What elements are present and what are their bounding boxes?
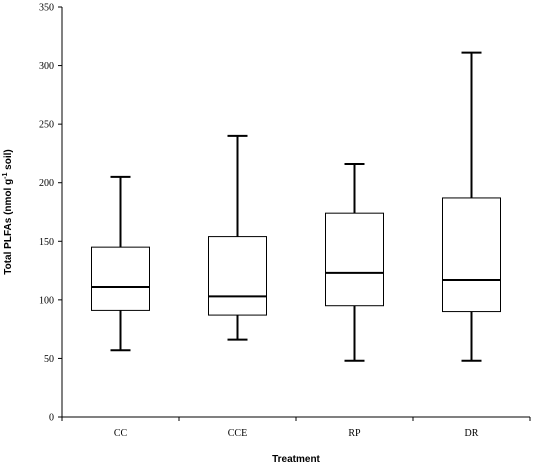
x-tick-label-cce: CCE <box>228 428 247 439</box>
x-tick-label-cc: CC <box>114 428 128 439</box>
y-axis-title-superscript: -1 <box>2 172 9 178</box>
y-tick-label: 250 <box>39 120 54 131</box>
box-dr <box>442 51 501 362</box>
x-tick-label-dr: DR <box>465 428 479 439</box>
y-tick-label: 200 <box>39 178 54 189</box>
y-axis-title-unit: soil) <box>3 149 14 172</box>
y-tick-label: 300 <box>39 61 54 72</box>
iqr-box <box>325 212 384 307</box>
iqr-box <box>91 246 150 311</box>
axes: 0 50 100 150 200 250 300 350 CC CCE RP DR <box>39 3 531 439</box>
y-axis-title: Total PLFAs (nmol g-1 soil) <box>2 149 14 275</box>
box-rp <box>325 162 384 362</box>
x-axis-title: Treatment <box>272 454 320 464</box>
x-tick-label-rp: RP <box>348 428 361 439</box>
y-tick-label: 50 <box>44 354 54 365</box>
labels: Treatment Total PLFAs (nmol g-1 soil) <box>2 149 321 464</box>
box-cce <box>208 134 267 341</box>
iqr-box <box>208 236 267 316</box>
boxes <box>91 51 501 362</box>
y-axis-title-main: Total PLFAs (nmol g <box>3 179 14 275</box>
box-cc <box>91 175 150 352</box>
iqr-box <box>442 197 501 313</box>
y-tick-label: 350 <box>39 3 54 14</box>
y-tick-label: 150 <box>39 237 54 248</box>
y-tick-label: 100 <box>39 295 54 306</box>
y-tick-label: 0 <box>49 413 54 424</box>
